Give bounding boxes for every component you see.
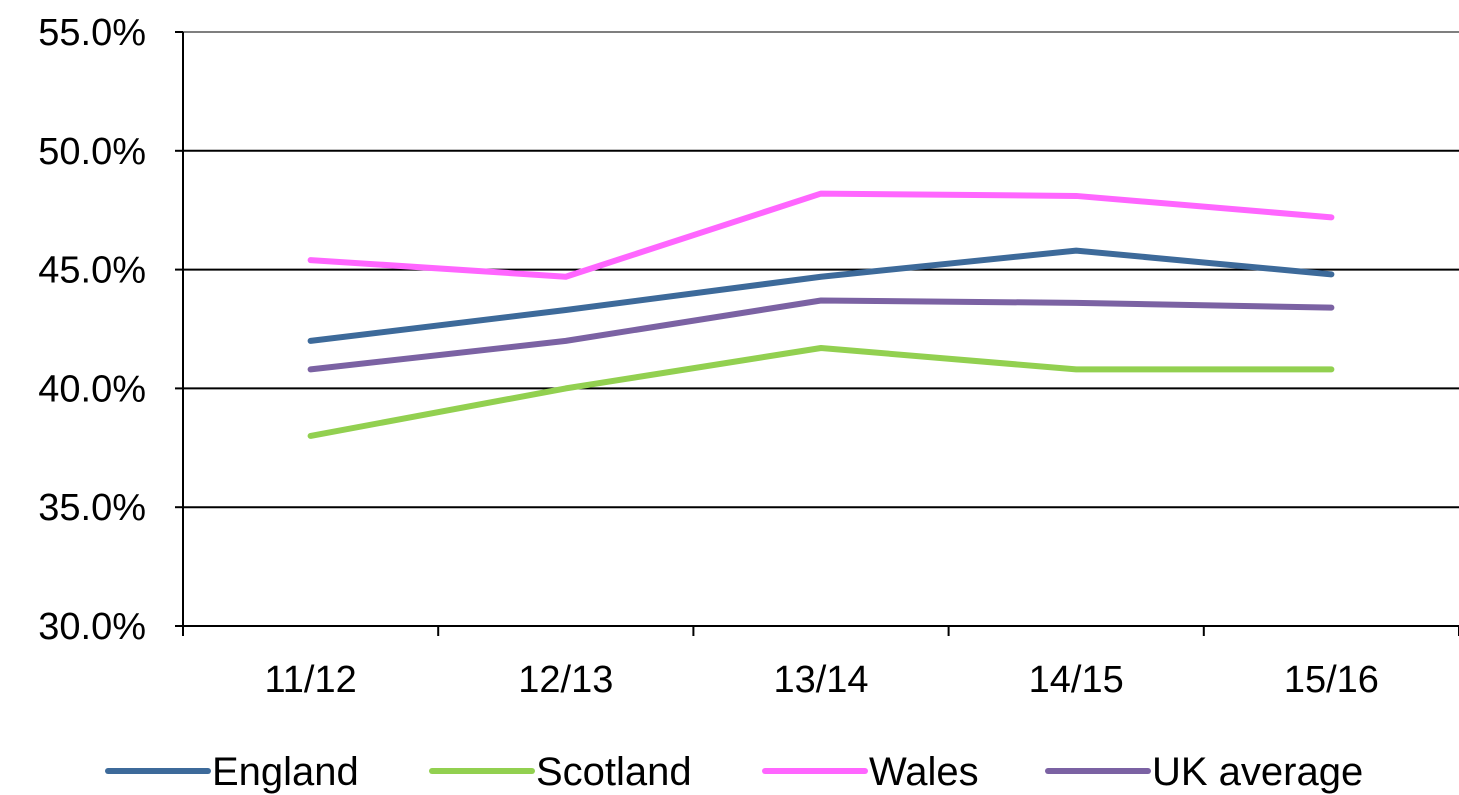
- series-line-scotland: [307, 345, 1335, 439]
- x-tick-label: 14/15: [1029, 659, 1124, 701]
- x-tick-label: 11/12: [264, 659, 356, 701]
- x-tick-label: 15/16: [1284, 659, 1379, 701]
- legend-label: England: [212, 750, 359, 794]
- series-lines: [307, 190, 1335, 439]
- y-tick-label: 40.0%: [38, 368, 146, 410]
- y-tick-label: 30.0%: [38, 606, 146, 648]
- series-line-uk-average: [307, 297, 1335, 373]
- series-line-england: [307, 247, 1335, 344]
- y-tick-label: 55.0%: [38, 12, 146, 54]
- y-tick-label: 45.0%: [38, 250, 146, 292]
- y-tick-label: 50.0%: [38, 131, 146, 173]
- legend: England Scotland Wales UK average: [105, 750, 1363, 794]
- gridlines: [175, 31, 1459, 627]
- legend-label: Wales: [869, 750, 979, 794]
- x-tick-labels: 11/12 12/13 13/14 14/15 15/16: [182, 626, 1459, 701]
- legend-label: UK average: [1152, 750, 1363, 794]
- x-tick-label: 12/13: [518, 659, 613, 701]
- y-tick-label: 35.0%: [38, 487, 146, 529]
- y-tick-labels: 30.0% 35.0% 40.0% 45.0% 50.0% 55.0%: [38, 12, 146, 648]
- x-tick-label: 13/14: [773, 659, 868, 701]
- axes: [182, 32, 1459, 627]
- series-line-wales: [307, 190, 1335, 280]
- legend-label: Scotland: [536, 750, 692, 794]
